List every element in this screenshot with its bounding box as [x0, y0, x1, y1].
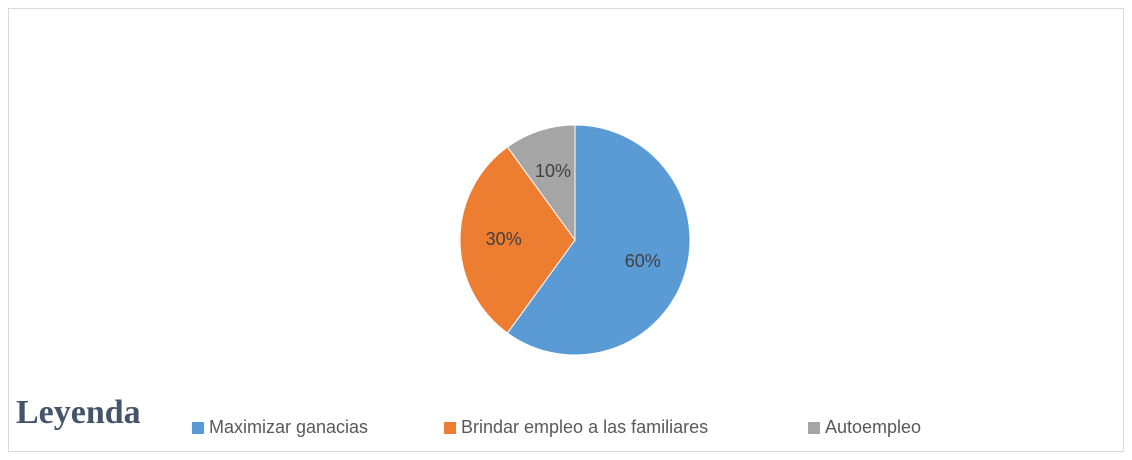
data-label: 60%: [625, 251, 661, 271]
legend-label: Maximizar ganacias: [209, 417, 368, 437]
legend-label: Autoempleo: [825, 417, 921, 437]
legend-swatch: [808, 422, 820, 434]
data-label: 10%: [535, 161, 571, 181]
legend-title: Leyenda: [16, 394, 141, 431]
legend-swatch: [444, 422, 456, 434]
pie-slice: [506, 124, 576, 242]
data-label: 30%: [486, 229, 522, 249]
legend-label: Brindar empleo a las familiares: [461, 417, 708, 437]
pie-slice: [459, 146, 576, 334]
legend-swatch: [192, 422, 204, 434]
pie-slice: [506, 124, 691, 356]
